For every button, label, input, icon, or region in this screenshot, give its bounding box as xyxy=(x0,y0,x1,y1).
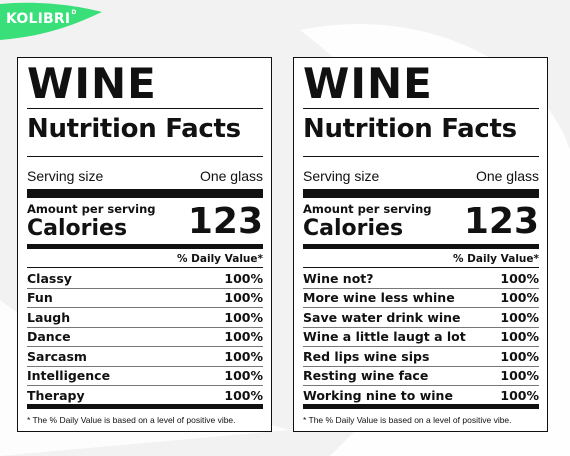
nutrient-name: Laugh xyxy=(27,309,71,325)
nutrient-row: Save water drink wine 100% xyxy=(303,308,539,328)
nutrient-row: Wine not? 100% xyxy=(303,269,539,289)
nutrient-value: 100% xyxy=(500,348,539,364)
nutrient-list: Wine not? 100% More wine less whine 100% S… xyxy=(303,269,539,406)
nutrient-name: Intelligence xyxy=(27,368,111,384)
divider xyxy=(27,156,263,157)
calories-value: 123 xyxy=(463,201,539,242)
nutrient-value: 100% xyxy=(224,329,263,345)
nutrient-row: Laugh 100% xyxy=(27,308,263,328)
label-title: WINE xyxy=(303,59,433,108)
calories-value: 123 xyxy=(187,201,263,242)
nutrient-name: Dance xyxy=(27,329,71,345)
nutrient-value: 100% xyxy=(224,388,263,404)
nutrient-name: Classy xyxy=(27,270,72,286)
label-subtitle: Nutrition Facts xyxy=(27,114,241,144)
daily-value-header: % Daily Value* xyxy=(177,253,263,265)
nutrient-name: Working nine to wine xyxy=(303,388,453,404)
nutrient-name: Sarcasm xyxy=(27,348,87,364)
nutrient-row: Dance 100% xyxy=(27,328,263,347)
nutrient-name: Save water drink wine xyxy=(303,309,461,325)
nutrient-name: Wine a little laugt a lot xyxy=(303,329,466,345)
divider xyxy=(303,267,539,268)
medium-divider xyxy=(27,404,263,409)
divider xyxy=(27,267,263,268)
amount-per-serving: Amount per serving xyxy=(27,202,156,216)
nutrient-row: Classy 100% xyxy=(27,269,263,289)
nutrient-name: Therapy xyxy=(27,388,85,404)
thick-divider xyxy=(27,189,263,198)
nutrient-row: Fun 100% xyxy=(27,289,263,308)
nutrient-row: Red lips wine sips 100% xyxy=(303,347,539,367)
nutrient-name: More wine less whine xyxy=(303,290,455,306)
divider xyxy=(303,156,539,157)
divider xyxy=(27,108,263,109)
nutrient-value: 100% xyxy=(500,388,539,404)
nutrient-name: Red lips wine sips xyxy=(303,348,430,364)
nutrition-label-left: WINE Nutrition Facts Serving size One gl… xyxy=(17,57,272,432)
serving-row: Serving size One glass xyxy=(27,167,263,185)
calories-label: Calories xyxy=(27,216,128,241)
thick-divider xyxy=(303,189,539,198)
amount-per-serving: Amount per serving xyxy=(303,202,432,216)
nutrient-row: Wine a little laugt a lot 100% xyxy=(303,328,539,347)
nutrient-row: Therapy 100% xyxy=(27,386,263,406)
serving-label: Serving size xyxy=(27,168,104,184)
nutrient-name: Resting wine face xyxy=(303,368,429,384)
nutrient-value: 100% xyxy=(500,329,539,345)
brand-name: KOLIBRI xyxy=(6,11,71,27)
nutrient-value: 100% xyxy=(500,309,539,325)
nutrient-row: Working nine to wine 100% xyxy=(303,386,539,406)
nutrient-value: 100% xyxy=(224,309,263,325)
brand-swoosh xyxy=(0,2,102,40)
footnote: * The % Daily Value is based on a level … xyxy=(27,415,236,425)
nutrient-list: Classy 100% Fun 100% Laugh 100% Dance 100% S… xyxy=(27,269,263,406)
nutrient-value: 100% xyxy=(224,368,263,384)
serving-row: Serving size One glass xyxy=(303,167,539,185)
serving-label: Serving size xyxy=(303,168,380,184)
label-subtitle: Nutrition Facts xyxy=(303,114,517,144)
nutrient-row: Sarcasm 100% xyxy=(27,347,263,367)
daily-value-header: % Daily Value* xyxy=(453,253,539,265)
calories-label: Calories xyxy=(303,216,404,241)
brand-mark: D xyxy=(71,9,77,16)
nutrient-value: 100% xyxy=(500,270,539,286)
divider xyxy=(303,108,539,109)
nutrient-value: 100% xyxy=(224,290,263,306)
medium-divider xyxy=(303,244,539,249)
nutrient-value: 100% xyxy=(224,270,263,286)
nutrient-name: Wine not? xyxy=(303,270,374,286)
label-title: WINE xyxy=(27,59,157,108)
serving-value: One glass xyxy=(199,168,263,184)
nutrition-label-right: WINE Nutrition Facts Serving size One gl… xyxy=(293,57,548,432)
nutrient-value: 100% xyxy=(500,290,539,306)
serving-value: One glass xyxy=(475,168,539,184)
nutrient-name: Fun xyxy=(27,290,53,306)
nutrient-row: Resting wine face 100% xyxy=(303,367,539,386)
footnote: * The % Daily Value is based on a level … xyxy=(303,415,512,425)
nutrient-row: Intelligence 100% xyxy=(27,367,263,386)
nutrient-value: 100% xyxy=(500,368,539,384)
nutrient-value: 100% xyxy=(224,348,263,364)
nutrient-row: More wine less whine 100% xyxy=(303,289,539,308)
medium-divider xyxy=(27,244,263,249)
medium-divider xyxy=(303,404,539,409)
brand-logo: KOLIBRID xyxy=(6,9,77,27)
